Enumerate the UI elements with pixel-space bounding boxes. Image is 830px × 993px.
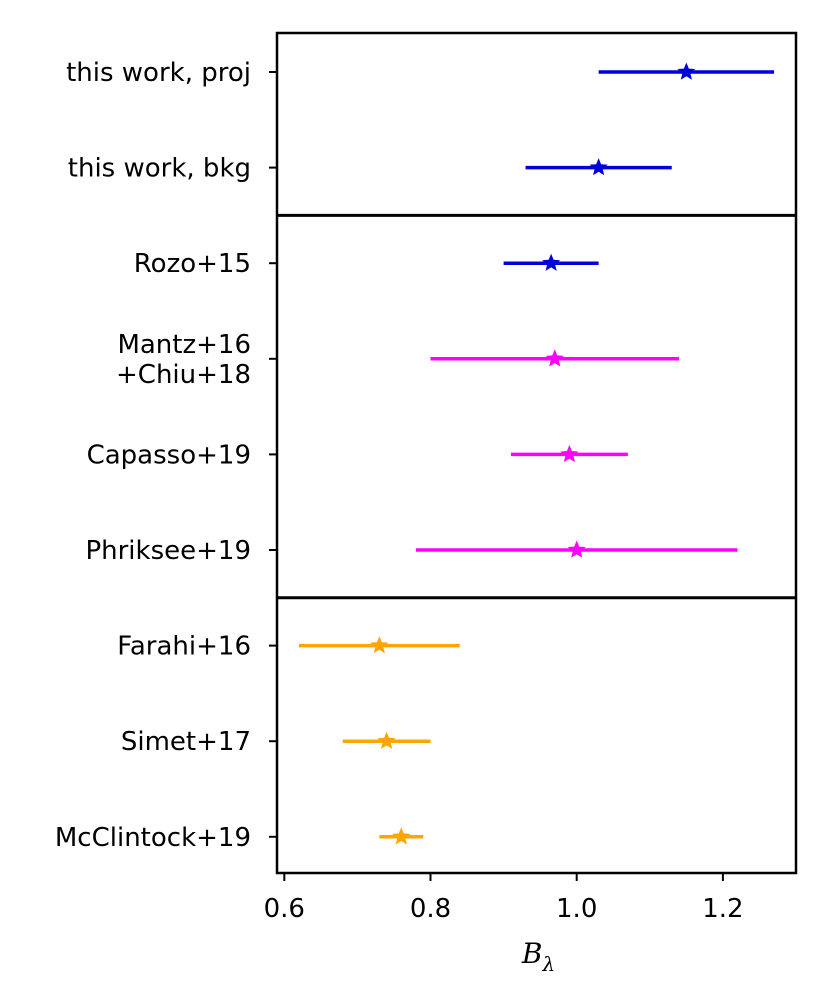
y-tick-label-0: this work, proj bbox=[66, 58, 251, 88]
point-marker-6 bbox=[370, 636, 389, 654]
y-tick-label-line: Farahi+16 bbox=[117, 632, 251, 662]
point-marker-7 bbox=[377, 731, 396, 749]
x-tick-labels: 0.6 0.8 1.0 1.2 bbox=[264, 873, 744, 924]
y-tick-label-1: this work, bkg bbox=[68, 154, 251, 184]
point-marker-4 bbox=[560, 444, 579, 463]
point-marker-2 bbox=[542, 253, 561, 271]
y-tick-label-line: Mantz+16 bbox=[117, 330, 251, 360]
point-marker-5 bbox=[567, 540, 586, 558]
y-tick-label-line: Capasso+19 bbox=[87, 440, 251, 470]
x-tick-label-2: 1.0 bbox=[556, 894, 597, 924]
plot-frame bbox=[275, 31, 798, 875]
y-tick-label-line: Rozo+15 bbox=[134, 249, 251, 279]
y-tick-label-line: +Chiu+18 bbox=[116, 360, 251, 390]
y-tick-label-line: McClintock+19 bbox=[55, 823, 251, 853]
y-tick-label-6: Farahi+16 bbox=[117, 632, 251, 662]
x-tick-label-1: 0.8 bbox=[410, 894, 451, 924]
y-tick-label-line: this work, bkg bbox=[68, 154, 251, 184]
x-tick-label-0: 0.6 bbox=[264, 894, 305, 924]
y-tick-label-line: Simet+17 bbox=[121, 727, 251, 757]
y-tick-label-line: this work, proj bbox=[66, 58, 251, 88]
y-tick-labels: this work, proj this work, bkg Rozo+15 Mant… bbox=[55, 58, 277, 853]
x-axis-label: Bλ bbox=[521, 937, 555, 976]
y-tick-label-8: McClintock+19 bbox=[55, 823, 251, 853]
x-axis-label-subscript: λ bbox=[541, 952, 555, 976]
chart-marks bbox=[298, 62, 775, 845]
x-tick-label-3: 1.2 bbox=[702, 894, 743, 924]
point-marker-1 bbox=[589, 158, 608, 176]
y-tick-label-4: Capasso+19 bbox=[87, 440, 251, 470]
point-marker-0 bbox=[677, 62, 696, 80]
y-tick-label-7: Simet+17 bbox=[121, 727, 251, 757]
group-separators bbox=[277, 213, 796, 600]
y-tick-label-2: Rozo+15 bbox=[134, 249, 251, 279]
y-tick-label-5: Phriksee+19 bbox=[85, 536, 251, 566]
y-tick-label-3: Mantz+16 +Chiu+18 bbox=[116, 330, 251, 390]
y-tick-label-line: Phriksee+19 bbox=[85, 536, 251, 566]
point-marker-3 bbox=[545, 349, 564, 367]
point-marker-8 bbox=[392, 827, 411, 845]
